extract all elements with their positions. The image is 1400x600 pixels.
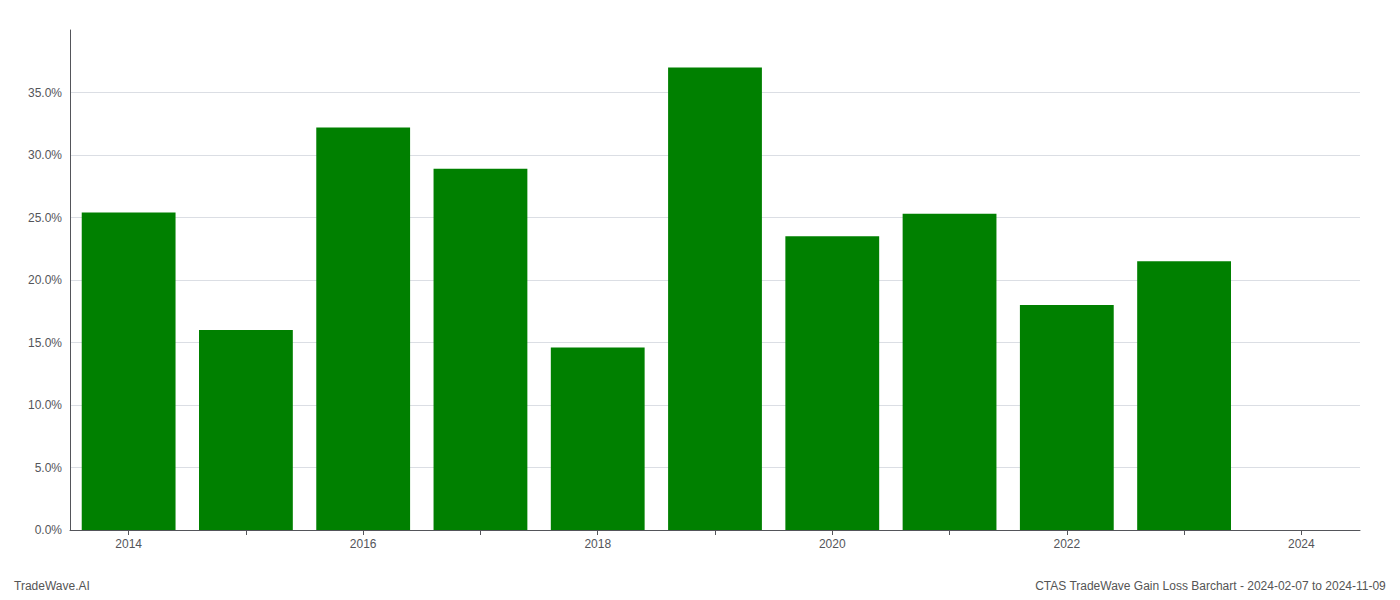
svg-text:2024: 2024 (1288, 537, 1315, 551)
svg-text:30.0%: 30.0% (28, 148, 62, 162)
svg-text:TradeWave.AI: TradeWave.AI (14, 579, 90, 593)
svg-text:2016: 2016 (350, 537, 377, 551)
svg-text:2018: 2018 (584, 537, 611, 551)
svg-text:25.0%: 25.0% (28, 211, 62, 225)
svg-text:10.0%: 10.0% (28, 398, 62, 412)
svg-text:5.0%: 5.0% (35, 461, 63, 475)
svg-text:0.0%: 0.0% (35, 523, 63, 537)
svg-text:20.0%: 20.0% (28, 273, 62, 287)
svg-text:15.0%: 15.0% (28, 336, 62, 350)
svg-text:2022: 2022 (1053, 537, 1080, 551)
svg-text:2020: 2020 (819, 537, 846, 551)
svg-text:2014: 2014 (115, 537, 142, 551)
svg-text:CTAS TradeWave Gain Loss Barch: CTAS TradeWave Gain Loss Barchart - 2024… (1035, 579, 1386, 593)
svg-text:35.0%: 35.0% (28, 86, 62, 100)
